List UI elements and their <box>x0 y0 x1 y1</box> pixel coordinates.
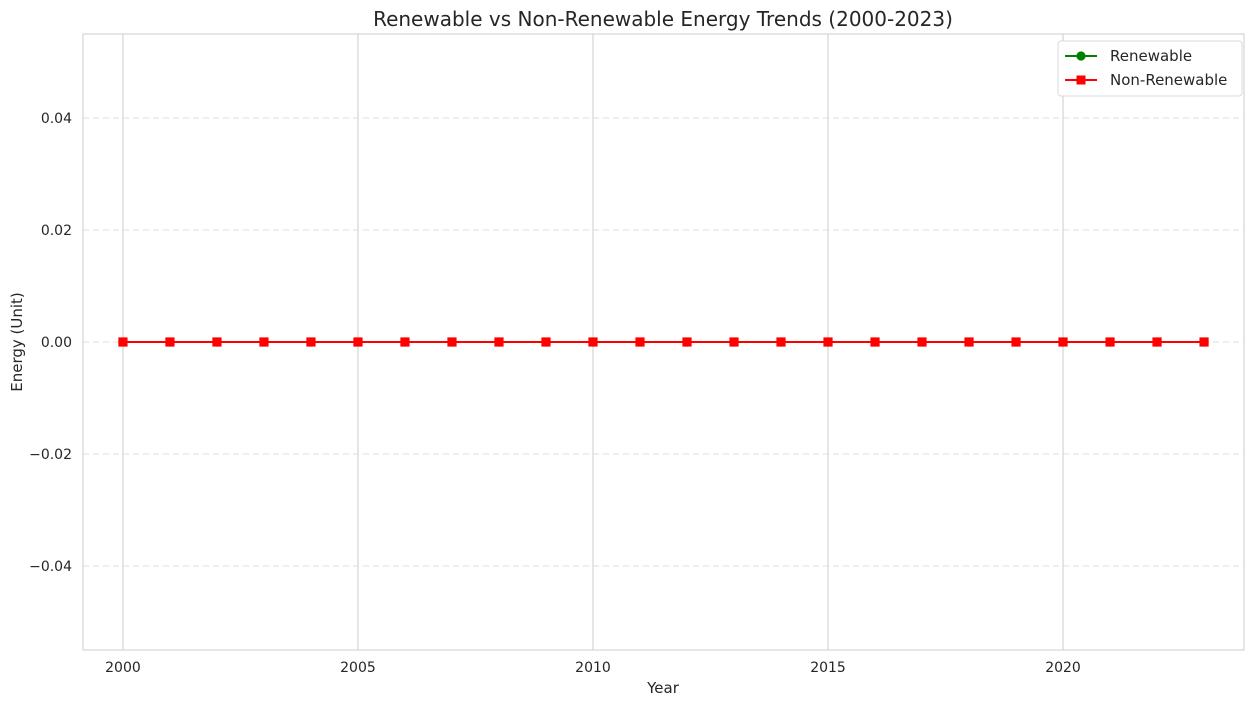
x-axis-label: Year <box>646 679 680 697</box>
data-point-non-renewable <box>165 337 175 347</box>
legend-marker-non-renewable <box>1076 75 1086 85</box>
series-non-renewable <box>118 337 1209 347</box>
data-point-non-renewable <box>729 337 739 347</box>
y-axis-label: Energy (Unit) <box>8 292 26 392</box>
data-point-non-renewable <box>588 337 598 347</box>
plot-frame <box>82 33 1245 651</box>
y-tick-label: 0.00 <box>41 335 72 351</box>
x-tick-label: 2000 <box>105 660 141 676</box>
data-point-non-renewable <box>682 337 692 347</box>
legend-frame <box>1057 40 1243 97</box>
data-point-non-renewable <box>353 337 363 347</box>
data-point-non-renewable <box>1058 337 1068 347</box>
legend-marker-renewable <box>1076 51 1086 61</box>
data-point-non-renewable <box>400 337 410 347</box>
legend: Renewable Non-Renewable <box>1057 40 1243 97</box>
data-point-non-renewable <box>964 337 974 347</box>
data-point-non-renewable <box>1011 337 1021 347</box>
legend-label-renewable: Renewable <box>1110 47 1192 65</box>
data-point-non-renewable <box>917 337 927 347</box>
data-point-non-renewable <box>776 337 786 347</box>
data-point-non-renewable <box>212 337 222 347</box>
x-tick-label: 2005 <box>340 660 376 676</box>
x-tick-label: 2020 <box>1045 660 1081 676</box>
data-point-non-renewable <box>494 337 504 347</box>
data-point-non-renewable <box>259 337 269 347</box>
y-tick-label: 0.02 <box>41 223 72 239</box>
data-point-non-renewable <box>823 337 833 347</box>
data-point-non-renewable <box>870 337 880 347</box>
data-point-non-renewable <box>447 337 457 347</box>
legend-label-non-renewable: Non-Renewable <box>1110 71 1227 89</box>
x-tick-label: 2015 <box>810 660 846 676</box>
y-tick-label: −0.04 <box>29 559 72 575</box>
plot-layer: 2000 2005 2010 2015 2020 −0.04 −0.02 0.00 0.02 0.… <box>29 33 1245 676</box>
chart-title: Renewable vs Non-Renewable Energy Trends… <box>373 7 953 31</box>
data-point-non-renewable <box>118 337 128 347</box>
y-tick-label: 0.04 <box>41 111 72 127</box>
data-point-non-renewable <box>1152 337 1162 347</box>
data-point-non-renewable <box>1105 337 1115 347</box>
data-point-non-renewable <box>306 337 316 347</box>
y-tick-label: −0.02 <box>29 447 72 463</box>
data-point-non-renewable <box>1199 337 1209 347</box>
data-point-non-renewable <box>635 337 645 347</box>
x-tick-label: 2010 <box>575 660 611 676</box>
data-point-non-renewable <box>541 337 551 347</box>
